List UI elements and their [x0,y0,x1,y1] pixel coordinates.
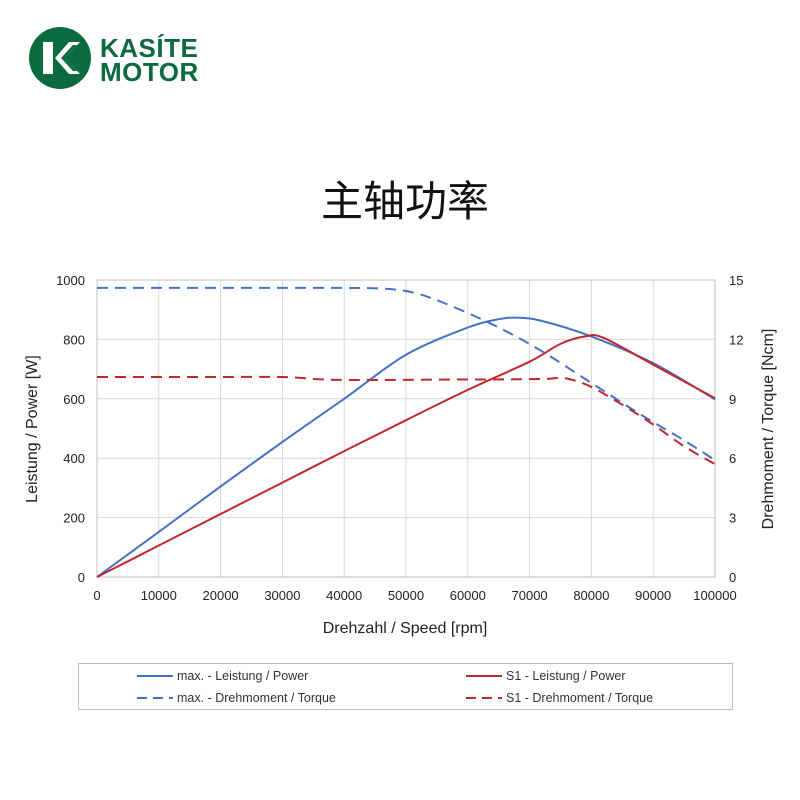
chart-legend: max. - Leistung / Power S1 - Leistung / … [78,663,733,710]
legend-line-s1-torque [466,697,502,699]
x-tick-label: 90000 [635,588,671,603]
x-tick-label: 0 [93,588,100,603]
y-left-tick-label: 200 [63,511,85,526]
y-right-tick-label: 15 [729,273,743,288]
ticks: 0 10000 20000 30000 40000 50000 60000 70000 8000… [56,273,743,603]
x-tick-label: 40000 [326,588,362,603]
y-right-tick-label: 12 [729,332,743,347]
plot-frame [96,279,716,578]
x-axis-title: Drehzahl / Speed [rpm] [323,620,488,637]
legend-label-s1-power: S1 - Leistung / Power [506,669,626,683]
y-left-tick-label: 800 [63,332,85,347]
series-max-power-line [96,316,716,578]
y-right-tick-label: 9 [729,392,736,407]
legend-item-s1-power: S1 - Leistung / Power [466,667,626,685]
brand-logo: KASÍTE MOTOR [28,26,248,90]
x-tick-label: 20000 [203,588,239,603]
x-tick-label: 80000 [573,588,609,603]
y-left-tick-label: 1000 [56,273,85,288]
legend-item-s1-torque: S1 - Drehmoment / Torque [466,689,653,707]
legend-line-max-torque [137,697,173,699]
y-left-tick-label: 0 [78,570,85,585]
page-title: 主轴功率 [320,177,489,226]
legend-line-s1-power [466,675,502,677]
series-layer [96,286,716,578]
x-tick-label: 10000 [141,588,177,603]
brand-name: KASÍTE MOTOR [100,33,199,87]
series-s1-power-line [96,334,716,578]
grid [96,279,716,578]
series-s1-torque-line [97,375,716,465]
y-right-tick-label: 3 [729,511,736,526]
x-tick-label: 100000 [693,588,736,603]
legend-label-max-power: max. - Leistung / Power [177,669,309,683]
kasite-logo-icon [29,27,91,89]
y-right-axis-title: Drehmoment / Torque [Ncm] [760,329,777,530]
legend-item-max-power: max. - Leistung / Power [137,667,308,685]
x-tick-label: 30000 [264,588,300,603]
x-tick-label: 60000 [450,588,486,603]
legend-line-max-power [137,675,173,677]
series-max-torque-line [97,286,716,462]
y-right-tick-label: 0 [729,570,736,585]
brand-line-2: MOTOR [100,57,199,87]
y-left-axis-title: Leistung / Power [W] [24,355,41,503]
x-tick-label: 50000 [388,588,424,603]
y-left-tick-label: 600 [63,392,85,407]
legend-label-max-torque: max. - Drehmoment / Torque [177,691,336,705]
brand-line-1: KASÍTE [100,33,199,63]
x-tick-label: 70000 [512,588,548,603]
y-left-tick-label: 400 [63,451,85,466]
y-right-tick-label: 6 [729,451,736,466]
legend-label-s1-torque: S1 - Drehmoment / Torque [506,691,654,705]
power-torque-chart: 0 10000 20000 30000 40000 50000 60000 70000 8000… [24,273,777,637]
legend-item-max-torque: max. - Drehmoment / Torque [137,689,336,707]
